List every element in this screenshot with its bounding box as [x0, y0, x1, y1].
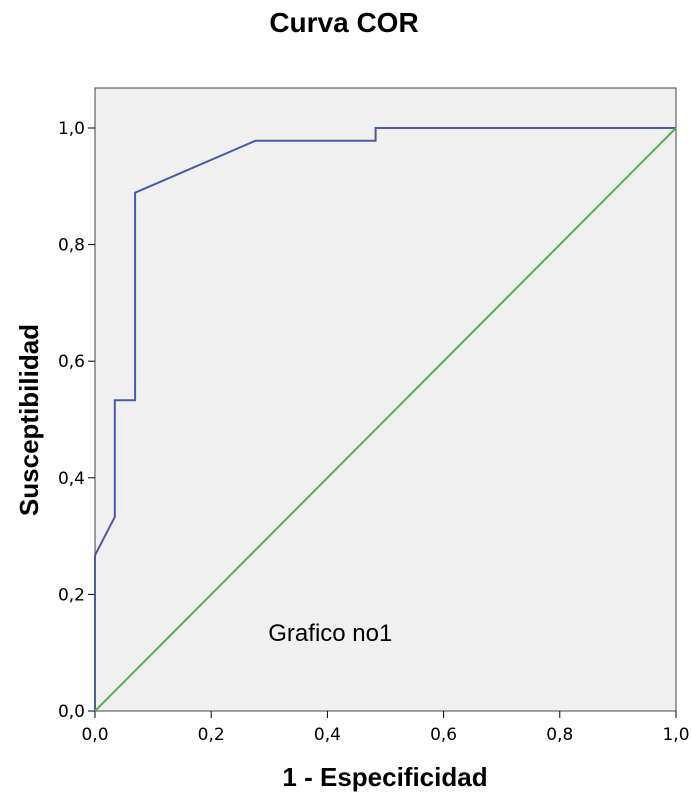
chart-title: Curva COR [269, 7, 418, 38]
series-layer [94, 127, 677, 712]
y-tick-label: 0,4 [58, 469, 85, 489]
reference-diagonal-line [94, 127, 677, 712]
x-tick-label: 1,0 [662, 725, 689, 745]
x-tick-label: 0,6 [430, 725, 457, 745]
y-tick-label: 0,2 [58, 585, 85, 605]
plot-area [94, 87, 677, 712]
y-tick-label: 0,0 [58, 702, 85, 722]
x-tick-label: 0,8 [546, 725, 573, 745]
x-tick-label: 0,4 [314, 725, 341, 745]
x-tick-label: 0,2 [198, 725, 225, 745]
x-axis-label: 1 - Especificidad [282, 762, 487, 792]
y-tick-label: 0,8 [58, 236, 85, 256]
x-axis: 0,0 0,2 0,4 0,6 0,8 1,0 [81, 711, 690, 745]
roc-curve-line [94, 127, 676, 711]
x-tick-label: 0,0 [81, 725, 108, 745]
y-axis-label: Susceptibilidad [14, 324, 44, 516]
y-tick-label: 0,6 [58, 352, 85, 372]
y-axis: 0,0 0,2 0,4 0,6 0,8 1,0 [58, 119, 95, 722]
y-tick-label: 1,0 [58, 119, 85, 139]
annotation-label: Grafico no1 [268, 620, 392, 647]
annotation-layer: Grafico no1 [268, 620, 392, 647]
